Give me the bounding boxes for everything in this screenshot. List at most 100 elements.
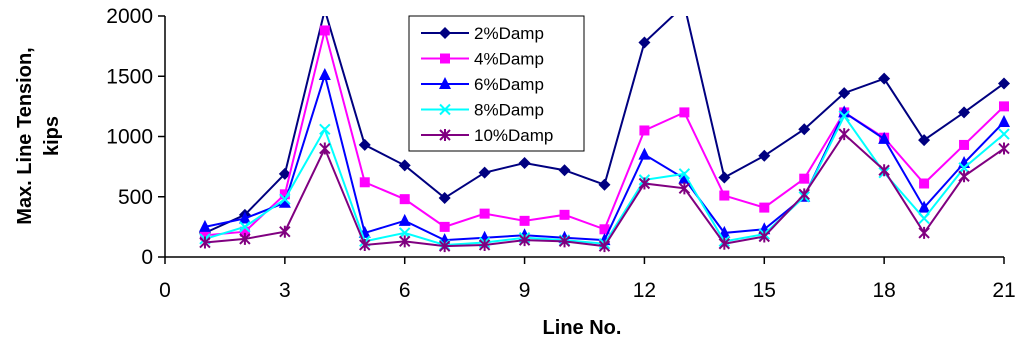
series-2-damp (198, 0, 1010, 239)
data-point (918, 134, 931, 147)
data-point (838, 87, 851, 100)
x-tick-label: 18 (872, 279, 895, 302)
y-tick-label: 500 (118, 186, 153, 209)
data-point (838, 128, 850, 141)
data-point (319, 142, 331, 155)
data-point (198, 219, 211, 232)
data-point (199, 230, 210, 241)
legend-swatch-marker (439, 129, 451, 141)
legend-label: 6%Damp (474, 75, 544, 94)
data-point (239, 226, 250, 237)
data-point (918, 212, 930, 225)
data-point (958, 162, 970, 174)
data-point (638, 177, 651, 190)
legend-swatch-marker (439, 77, 451, 89)
data-point (798, 188, 810, 201)
y-ticks: 0 500 1000 1500 2000 (106, 5, 165, 269)
data-point (678, 0, 690, 11)
legend-item-8-damp: 8%Damp (421, 101, 544, 120)
legend-item-10-damp: 10%Damp (421, 126, 553, 145)
data-point (878, 131, 891, 144)
legend-label: 2%Damp (474, 24, 544, 43)
data-point (238, 211, 251, 224)
data-point (918, 200, 931, 213)
data-point (398, 159, 411, 172)
x-ticks: 0 3 6 9 12 15 18 21 (159, 257, 1016, 302)
data-point (239, 232, 251, 245)
legend-label: 4%Damp (474, 50, 544, 69)
data-point (718, 237, 731, 250)
legend-label: 8%Damp (474, 101, 544, 120)
data-point (758, 149, 771, 162)
data-point (678, 182, 691, 195)
data-point (319, 25, 330, 36)
data-point (799, 173, 810, 184)
data-point (519, 215, 530, 226)
data-point (359, 177, 370, 188)
series-line-2-damp (204, 16, 1005, 234)
legend-item-4-damp: 4%Damp (421, 50, 544, 69)
data-point (199, 236, 211, 249)
data-point (399, 235, 411, 248)
data-point (358, 138, 371, 151)
data-point (359, 238, 371, 251)
legend-item-6-damp: 6%Damp (421, 75, 544, 94)
x-tick-label: 6 (399, 279, 411, 302)
data-point (399, 227, 411, 239)
data-point (878, 164, 890, 177)
legend-swatch-marker (440, 53, 450, 64)
data-point (319, 123, 331, 135)
y-axis-title-line-2: kips (41, 116, 63, 156)
x-tick-label: 15 (753, 279, 776, 302)
data-point (678, 168, 691, 180)
data-point (679, 107, 690, 118)
y-tick-label: 1000 (106, 126, 153, 149)
data-point (318, 68, 331, 81)
series-line-6-damp (204, 71, 1005, 242)
data-point (559, 209, 570, 220)
series-10-damp (199, 128, 1010, 253)
y-axis-title-line-1: Max. Line Tension, (14, 47, 36, 224)
data-point (959, 139, 970, 150)
legend-swatch-marker (439, 27, 451, 39)
x-tick-label: 3 (279, 279, 291, 302)
x-tick-label: 21 (992, 279, 1015, 302)
axes: 0 3 6 9 12 15 18 21 0 500 1000 1500 2000 (106, 5, 1015, 302)
data-point (718, 171, 731, 184)
data-point (999, 101, 1009, 112)
data-point (638, 147, 651, 160)
data-point (278, 195, 291, 208)
legend-swatch-marker (439, 103, 451, 116)
data-point (398, 213, 411, 226)
data-point (438, 191, 451, 204)
data-point (478, 238, 491, 251)
data-point (798, 123, 811, 136)
y-tick-label: 2000 (106, 5, 153, 28)
data-point (838, 110, 850, 122)
legend-label: 10%Damp (474, 126, 553, 145)
data-point (598, 178, 611, 191)
data-point (518, 157, 531, 170)
data-point (558, 164, 571, 177)
data-point (239, 221, 251, 233)
data-point (958, 170, 970, 183)
data-point (719, 190, 730, 201)
data-point (998, 142, 1010, 155)
data-point (399, 194, 410, 205)
data-point (279, 189, 290, 200)
data-point (998, 115, 1010, 128)
y-tick-label: 1500 (106, 65, 153, 88)
x-tick-label: 12 (633, 279, 656, 302)
data-point (638, 36, 651, 49)
data-point (478, 166, 491, 179)
data-point (518, 234, 531, 247)
data-point (919, 178, 930, 189)
x-tick-label: 9 (519, 279, 531, 302)
data-point (279, 225, 291, 238)
y-tick-label: 0 (141, 246, 153, 269)
data-point (558, 235, 571, 248)
legend: 2%Damp 4%Damp 6%Damp 8%Damp 10%Damp (408, 15, 585, 152)
data-point (598, 240, 611, 253)
x-tick-label: 0 (159, 279, 171, 302)
